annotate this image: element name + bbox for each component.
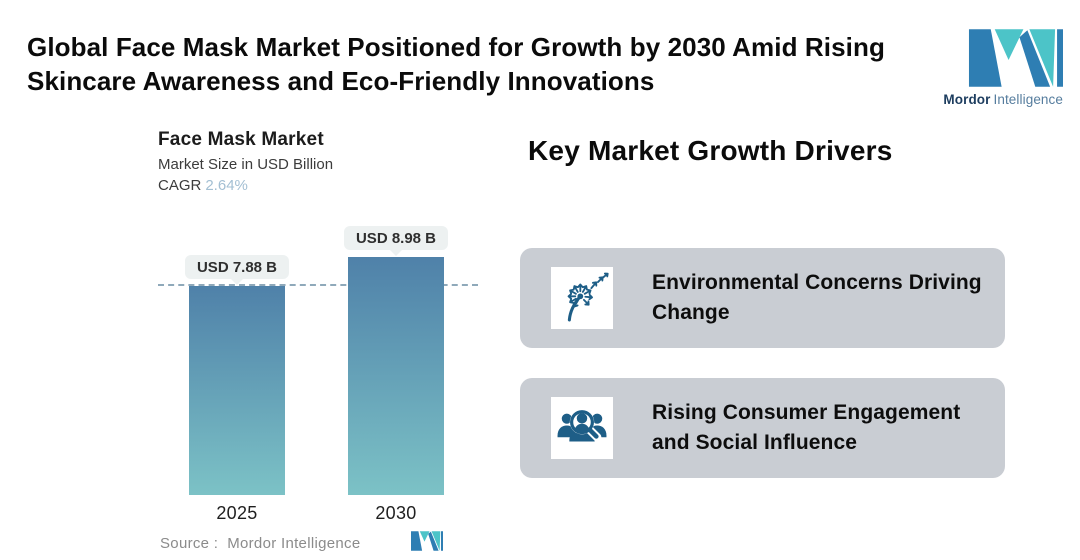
brand-wordmark: Mordor Intelligence [943, 92, 1063, 107]
value-label-text: USD 7.88 B [196, 258, 278, 276]
x-tick-2030: 2030 [375, 503, 417, 523]
bar-2030 [348, 257, 444, 495]
chart-subtitle: Market Size in USD Billion [158, 156, 334, 173]
value-label-2030: USD 8.98 B [343, 226, 449, 256]
chart-header: Face Mask Market Market Size in USD Bill… [158, 129, 333, 194]
driver-card-text: Environmental Concerns Driving Change [652, 271, 982, 324]
brand-logo: Mordor Intelligence [943, 29, 1063, 107]
value-label-text: USD 8.98 B [355, 229, 437, 247]
bar-group-2025: USD 7.88 B 2025 [184, 220, 290, 523]
bar-2025 [189, 286, 285, 495]
page-title-line-2: Skincare Awareness and Eco-Friendly Inno… [27, 66, 655, 96]
drivers-heading: Key Market Growth Drivers [528, 135, 893, 166]
source-caption: Source : Mordor Intelligence [160, 535, 361, 552]
value-label-2025: USD 7.88 B [184, 255, 290, 285]
brand-name-bold: Mordor [943, 92, 991, 107]
reference-dashed-line [158, 284, 478, 286]
page-title: Global Face Mask Market Positioned for G… [27, 30, 947, 98]
driver-card-consumer: Rising Consumer Engagement and Social In… [520, 378, 1005, 478]
driver-card-text: Rising Consumer Engagement and Social In… [652, 401, 961, 454]
chart-title: Face Mask Market [158, 129, 324, 150]
driver-card-environmental: Environmental Concerns Driving Change [520, 248, 1005, 348]
mordor-logo-icon [968, 29, 1063, 87]
x-tick-2025: 2025 [216, 503, 258, 523]
bar-group-2030: USD 8.98 B 2030 [343, 220, 449, 523]
chart-cagr: CAGR 2.64% [158, 177, 333, 194]
driver-icon-box [551, 267, 613, 329]
consumer-search-icon [557, 409, 607, 442]
cagr-value: 2.64% [205, 177, 248, 194]
brand-name-light: Intelligence [993, 92, 1063, 107]
page-title-line-1: Global Face Mask Market Positioned for G… [27, 32, 885, 62]
cagr-label: CAGR [158, 177, 202, 194]
driver-icon-box [551, 397, 613, 459]
mordor-logo-mini-icon [411, 531, 443, 551]
dandelion-icon [567, 272, 609, 322]
bar-plot: USD 7.88 B 2025 USD 8.98 B 2030 [158, 220, 478, 523]
